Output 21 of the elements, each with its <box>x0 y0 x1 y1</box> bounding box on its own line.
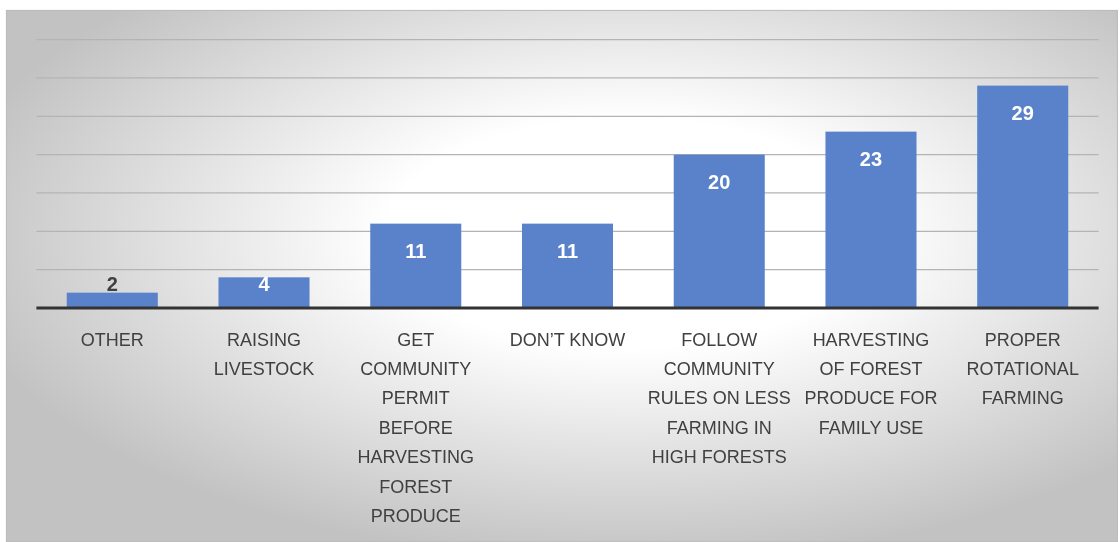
bar <box>825 131 917 308</box>
bar <box>521 223 614 308</box>
x-tick-label: GET COMMUNITY PERMIT BEFORE HARVESTING FOREST PRODUCE <box>357 329 475 526</box>
bar <box>370 223 462 308</box>
data-label: 2 <box>106 273 118 295</box>
data-label: 20 <box>708 171 731 194</box>
bar <box>218 277 310 308</box>
x-tick-label: FOLLOW COMMUNITY RULES ON LESS FARMING IN HIGH FORESTS <box>647 329 791 468</box>
bar <box>977 85 1069 308</box>
x-tick-label: OTHER <box>80 329 144 350</box>
x-tick-label: PROPER ROTATIONAL FARMING <box>966 329 1079 409</box>
bar <box>66 292 158 308</box>
x-tick-label: RAISING LIVESTOCK <box>213 329 315 379</box>
data-label: 4 <box>258 273 271 295</box>
data-label: 29 <box>1011 102 1034 125</box>
bar <box>673 154 765 308</box>
data-label: 11 <box>405 240 427 263</box>
data-label: 23 <box>859 148 883 171</box>
data-label: 11 <box>556 240 579 263</box>
x-tick-label: HARVESTING OF FOREST PRODUCE FOR FAMILY USE <box>804 329 938 438</box>
x-tick-label: DON’T KNOW <box>509 329 626 350</box>
